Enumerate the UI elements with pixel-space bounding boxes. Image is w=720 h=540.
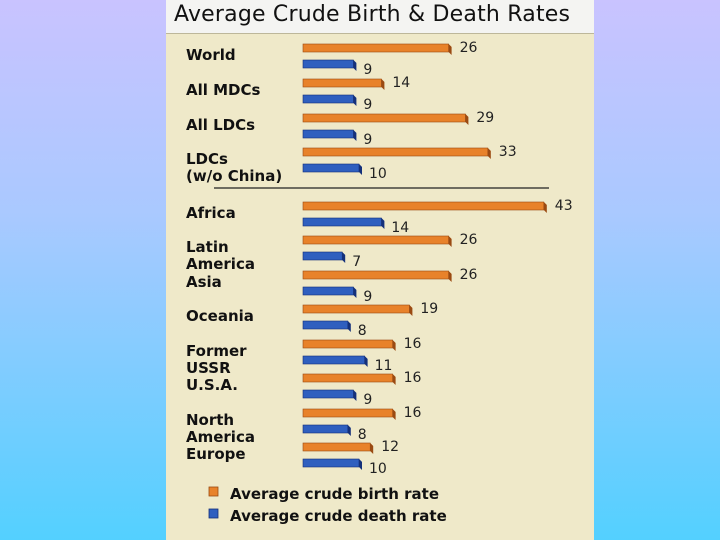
bar-birth-all-ldcs <box>302 113 466 123</box>
category-label-former-ussr-line2: USSR <box>186 359 231 377</box>
bar-death-asia <box>302 286 354 296</box>
bar-side-death-u-s-a <box>353 390 357 401</box>
category-label-world: World <box>186 46 236 64</box>
chart-panel: Average Crude Birth & Death Rates World 2… <box>166 0 594 540</box>
bar-death-ldcs-w-o-china <box>302 163 360 173</box>
bar-death-former-ussr <box>302 355 365 365</box>
bar-side-death-former-ussr <box>364 356 368 367</box>
value-label-birth-asia: 26 <box>460 267 478 283</box>
bar-side-birth-all-mdcs <box>381 79 385 90</box>
bar-birth-asia <box>302 270 449 280</box>
bar-death-oceania <box>302 320 349 330</box>
category-label-all-ldcs: All LDCs <box>186 116 255 134</box>
bar-birth-africa <box>302 201 545 211</box>
bar-side-death-oceania <box>347 321 351 332</box>
category-label-former-ussr: Former <box>186 342 247 360</box>
value-label-birth-north-america: 16 <box>404 405 422 421</box>
value-label-death-asia: 9 <box>363 289 372 305</box>
category-label-all-mdcs: All MDCs <box>186 81 261 99</box>
value-label-birth-u-s-a: 16 <box>404 370 422 386</box>
bar-side-death-all-ldcs <box>353 130 357 141</box>
legend-swatch-death <box>208 508 219 519</box>
legend-label-death: Average crude death rate <box>230 507 447 525</box>
category-label-ldcs-w-o-china: LDCs <box>186 150 228 168</box>
value-label-death-ldcs-w-o-china: 10 <box>369 166 387 182</box>
bar-side-death-africa <box>381 218 385 229</box>
bar-side-birth-africa <box>543 202 547 213</box>
legend-swatch-birth <box>208 486 219 497</box>
bar-side-birth-latin-america <box>448 236 452 247</box>
value-label-death-latin-america: 7 <box>352 254 361 270</box>
value-label-birth-all-mdcs: 14 <box>392 75 410 91</box>
bar-side-death-all-mdcs <box>353 95 357 106</box>
category-label-north-america-line2: America <box>186 428 255 446</box>
category-label-latin-america-line2: America <box>186 255 255 273</box>
value-label-death-all-mdcs: 9 <box>363 97 372 113</box>
bar-birth-world <box>302 43 449 53</box>
bar-death-world <box>302 59 354 69</box>
bar-side-birth-asia <box>448 271 452 282</box>
bar-side-death-europe <box>359 459 362 470</box>
bar-side-death-asia <box>353 287 357 298</box>
value-label-death-north-america: 8 <box>358 427 367 443</box>
bar-side-birth-europe <box>370 443 374 454</box>
bar-side-death-latin-america <box>342 252 346 263</box>
value-label-birth-oceania: 19 <box>420 301 438 317</box>
chart-title: Average Crude Birth & Death Rates <box>174 2 571 27</box>
category-label-north-america: North <box>186 411 234 429</box>
value-label-birth-former-ussr: 16 <box>404 336 422 352</box>
category-label-europe: Europe <box>186 445 246 463</box>
bar-side-birth-oceania <box>409 305 413 316</box>
value-label-death-europe: 10 <box>369 461 387 477</box>
value-label-death-world: 9 <box>363 62 372 78</box>
bar-birth-north-america <box>302 408 393 418</box>
value-label-death-all-ldcs: 9 <box>363 132 372 148</box>
category-label-ldcs-w-o-china-line2: (w/o China) <box>186 167 282 185</box>
value-label-birth-latin-america: 26 <box>460 232 478 248</box>
bar-side-birth-ldcs-w-o-china <box>487 148 491 159</box>
value-label-birth-africa: 43 <box>555 198 573 214</box>
bar-death-all-ldcs <box>302 129 354 139</box>
bar-death-latin-america <box>302 251 343 261</box>
value-label-death-africa: 14 <box>391 220 409 236</box>
value-label-death-former-ussr: 11 <box>375 358 393 374</box>
bar-death-africa <box>302 217 382 227</box>
bar-birth-all-mdcs <box>302 78 382 88</box>
bar-birth-oceania <box>302 304 410 314</box>
bar-side-death-north-america <box>347 425 351 436</box>
bar-death-u-s-a <box>302 389 354 399</box>
bar-death-north-america <box>302 424 349 434</box>
bar-side-death-ldcs-w-o-china <box>359 164 362 175</box>
category-label-oceania: Oceania <box>186 307 254 325</box>
value-label-birth-all-ldcs: 29 <box>476 110 494 126</box>
bar-death-all-mdcs <box>302 94 354 104</box>
value-label-birth-world: 26 <box>460 40 478 56</box>
bar-birth-latin-america <box>302 235 449 245</box>
category-label-latin-america: Latin <box>186 238 229 256</box>
bar-side-birth-u-s-a <box>392 374 396 385</box>
category-label-africa: Africa <box>186 204 236 222</box>
bar-side-birth-world <box>448 44 452 55</box>
bar-side-birth-north-america <box>392 409 396 420</box>
bar-birth-u-s-a <box>302 373 393 383</box>
value-label-birth-europe: 12 <box>381 439 399 455</box>
category-label-asia: Asia <box>186 273 222 291</box>
bar-birth-ldcs-w-o-china <box>302 147 489 157</box>
bar-chart: World 26 9 All MDCs 14 9 All LDCs 29 9 LDCs(w/o C… <box>186 40 573 525</box>
bar-death-europe <box>302 458 360 468</box>
bar-birth-former-ussr <box>302 339 393 349</box>
value-label-birth-ldcs-w-o-china: 33 <box>499 144 517 160</box>
legend-label-birth: Average crude birth rate <box>230 485 439 503</box>
bar-side-death-world <box>353 60 357 71</box>
value-label-death-u-s-a: 9 <box>363 392 372 408</box>
bar-birth-europe <box>302 442 371 452</box>
category-label-u-s-a: U.S.A. <box>186 376 238 394</box>
bar-side-birth-all-ldcs <box>465 114 469 125</box>
value-label-death-oceania: 8 <box>358 323 367 339</box>
bar-side-birth-former-ussr <box>392 340 396 351</box>
title-bar: Average Crude Birth & Death Rates <box>166 0 594 34</box>
